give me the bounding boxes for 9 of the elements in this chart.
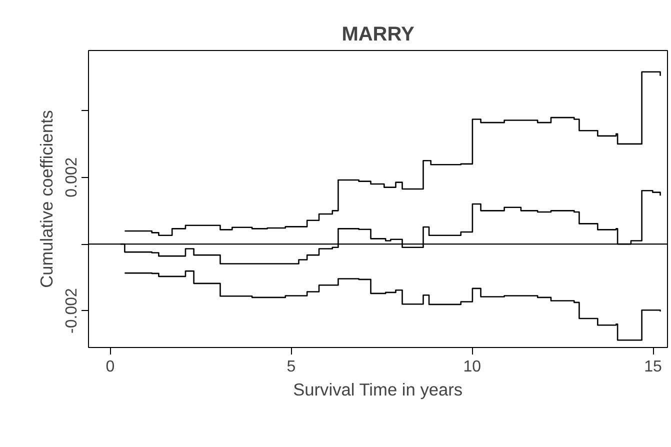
x-tick-label: 15 (644, 358, 662, 376)
y-axis-title: Cumulative coefficients (36, 110, 56, 288)
chart-title: MARRY (342, 24, 415, 46)
y-tick-label: -0.002 (64, 288, 80, 334)
x-tick-label: 0 (106, 358, 115, 376)
x-tick-label: 5 (286, 358, 296, 376)
x-tick-label: 10 (463, 358, 482, 376)
y-tick-label: 0.002 (64, 157, 80, 198)
x-axis-title: Survival Time in years (293, 380, 463, 400)
